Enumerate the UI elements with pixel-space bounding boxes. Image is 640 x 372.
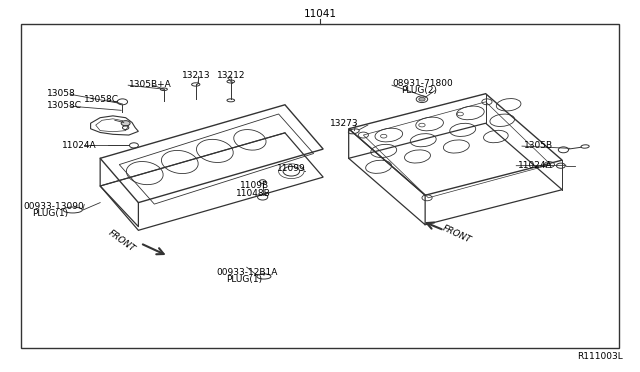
Text: 13058C: 13058C <box>84 95 119 104</box>
Bar <box>20 23 620 349</box>
Text: 11099: 11099 <box>276 164 305 173</box>
Text: FRONT: FRONT <box>106 228 136 253</box>
Text: 00933-13090: 00933-13090 <box>24 202 84 211</box>
Text: 1305B+A: 1305B+A <box>129 80 172 89</box>
Text: 13212: 13212 <box>217 71 245 80</box>
Text: 13058C: 13058C <box>47 101 83 110</box>
Text: 08931-71800: 08931-71800 <box>393 79 453 88</box>
Text: 13213: 13213 <box>182 71 211 80</box>
Text: 1305B: 1305B <box>524 141 553 150</box>
Text: 11024A: 11024A <box>62 141 97 150</box>
Text: 13273: 13273 <box>330 119 359 128</box>
Text: 11048B: 11048B <box>236 189 271 198</box>
Text: R111003L: R111003L <box>577 352 623 361</box>
Text: 13058: 13058 <box>47 89 76 98</box>
Text: PLUG(1): PLUG(1) <box>226 275 262 284</box>
Text: PLUG(2): PLUG(2) <box>401 86 437 94</box>
Circle shape <box>419 97 425 101</box>
Text: 11041: 11041 <box>303 9 337 19</box>
Text: FRONT: FRONT <box>441 224 473 244</box>
Text: 1109B: 1109B <box>241 182 269 190</box>
Text: 11024A: 11024A <box>518 161 552 170</box>
Text: PLUG(1): PLUG(1) <box>32 209 68 218</box>
Circle shape <box>121 121 130 126</box>
Text: 00933-12B1A: 00933-12B1A <box>216 268 278 277</box>
